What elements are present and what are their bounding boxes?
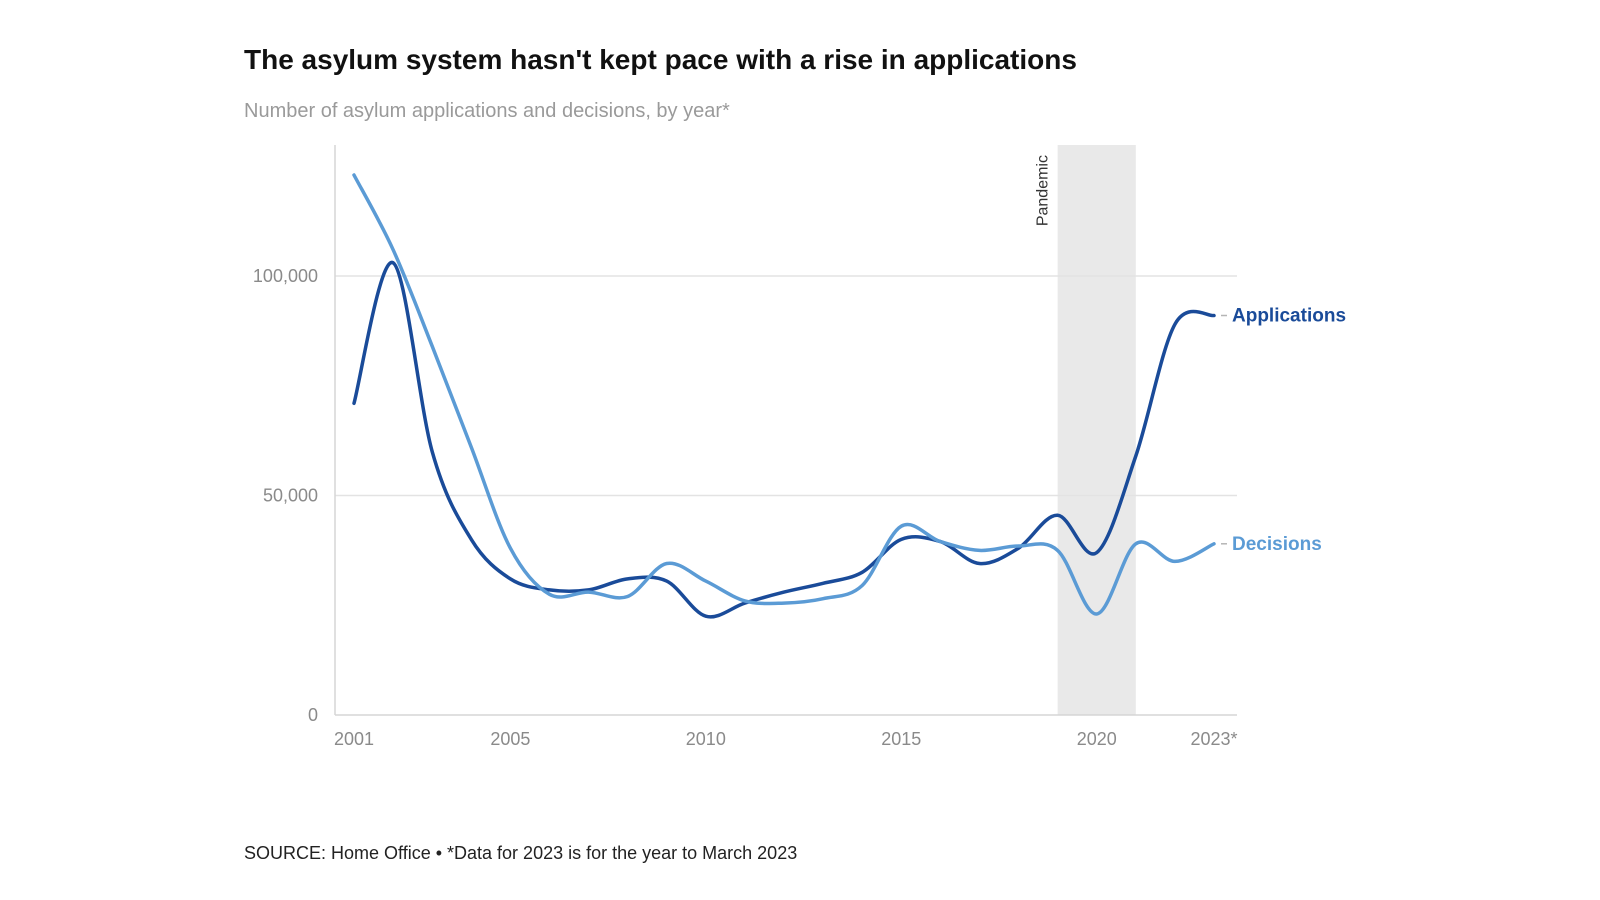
y-tick-label: 100,000 <box>253 266 318 286</box>
decisions-line <box>352 173 1216 616</box>
x-tick-label: 2001 <box>334 729 374 749</box>
y-axis-ticks: 0 50,000 100,000 <box>253 266 318 725</box>
applications-line <box>352 261 1216 619</box>
chart-subtitle: Number of asylum applications and decisi… <box>244 100 730 122</box>
x-tick-label: 2015 <box>881 729 921 749</box>
series-layer: Applications Decisions <box>352 173 1346 619</box>
chart-title: The asylum system hasn't kept pace with … <box>244 44 1077 75</box>
pandemic-label: Pandemic <box>1035 155 1052 226</box>
x-axis-ticks: 2001 2005 2010 2015 2020 2023* <box>334 729 1238 749</box>
pandemic-band <box>1057 145 1136 715</box>
x-tick-label: 2010 <box>686 729 726 749</box>
y-tick-label: 0 <box>308 705 318 725</box>
x-tick-label: 2023* <box>1190 729 1237 749</box>
x-tick-label: 2020 <box>1077 729 1117 749</box>
x-tick-label: 2005 <box>490 729 530 749</box>
y-tick-label: 50,000 <box>263 486 318 506</box>
source-note: SOURCE: Home Office • *Data for 2023 is … <box>244 843 798 863</box>
gridlines <box>335 275 1237 716</box>
applications-label: Applications <box>1232 306 1346 327</box>
decisions-label: Decisions <box>1232 534 1322 555</box>
